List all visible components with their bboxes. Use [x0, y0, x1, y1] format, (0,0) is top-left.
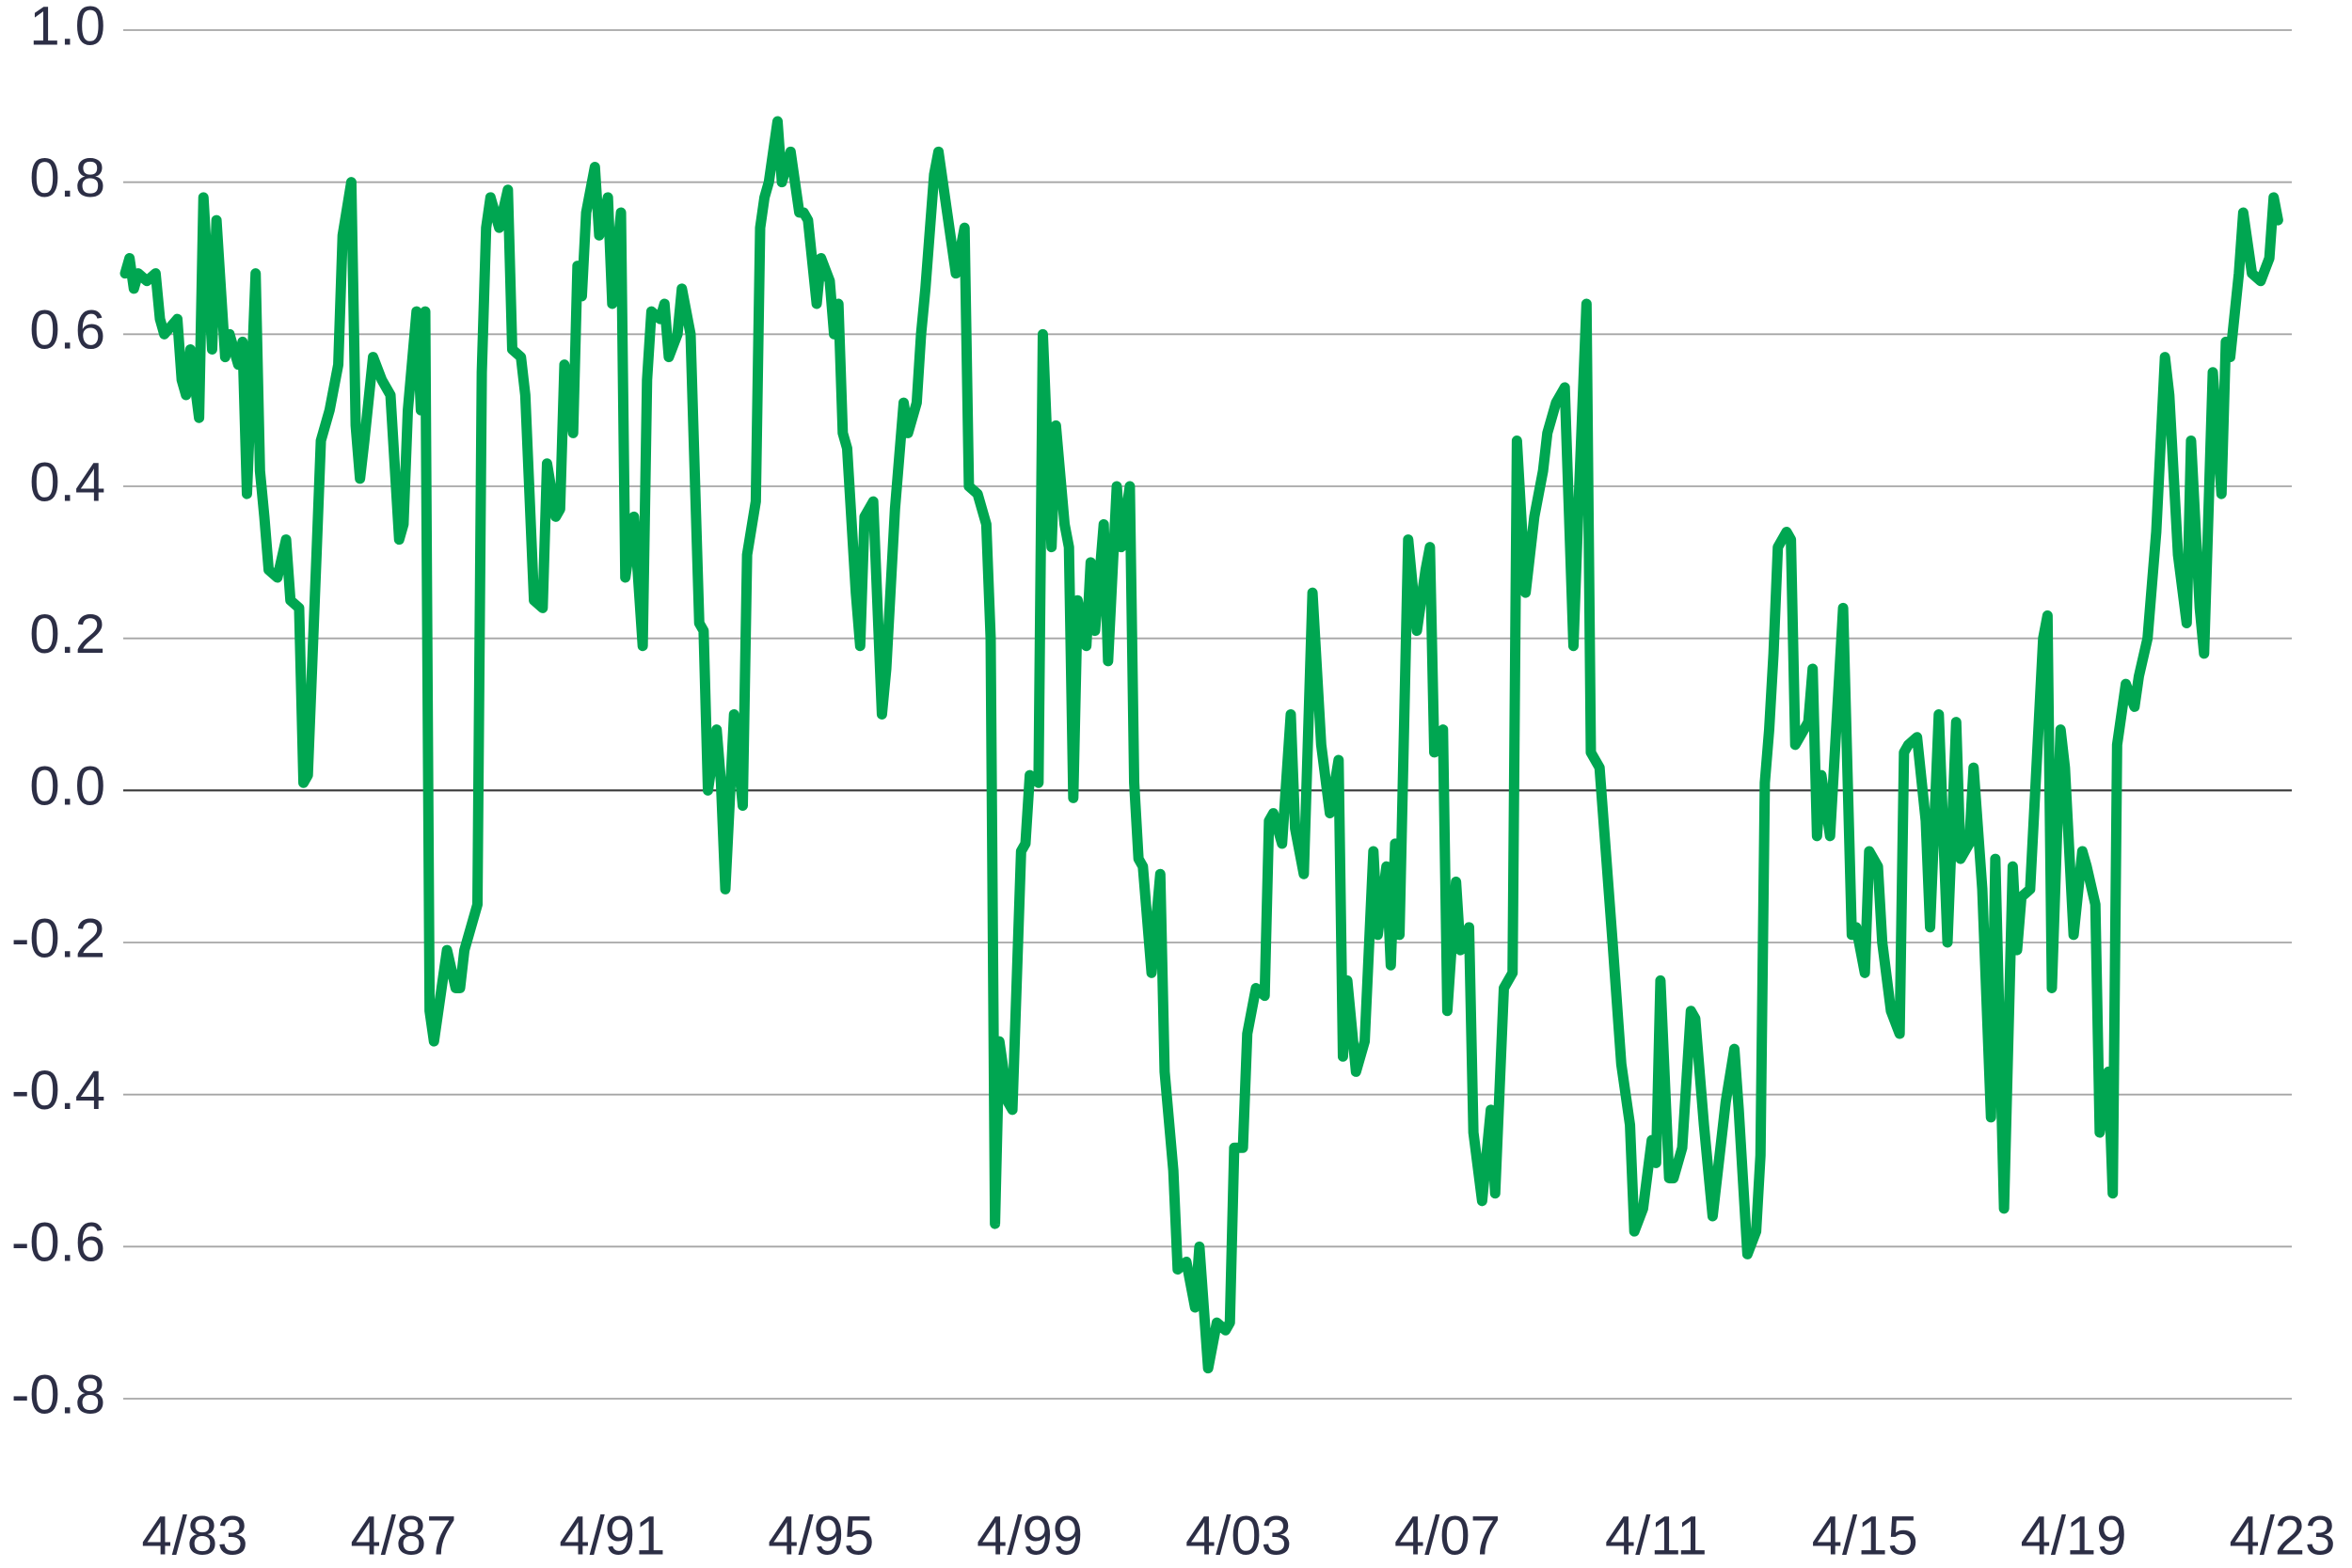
- x-tick-label: 4/15: [1812, 1505, 1918, 1566]
- y-tick-label: -0.2: [11, 908, 105, 969]
- y-tick-label: 0.4: [29, 451, 105, 513]
- plot-area: [119, 116, 2283, 1374]
- y-tick-label: 1.0: [29, 0, 105, 56]
- y-tick-label: 0.2: [29, 604, 105, 665]
- y-tick-label: 0.8: [29, 148, 105, 209]
- y-tick-label: -0.4: [11, 1060, 105, 1121]
- x-tick-label: 4/19: [2021, 1505, 2127, 1566]
- x-tick-label: 4/03: [1185, 1505, 1292, 1566]
- y-tick-label: 0.6: [29, 300, 105, 361]
- x-tick-label: 4/23: [2230, 1505, 2336, 1566]
- grid: [123, 29, 2292, 1400]
- y-tick-label: 0.0: [29, 756, 105, 817]
- x-tick-label: 4/87: [350, 1505, 456, 1566]
- axis-labels: 1.0 0.8 0.6 0.4 0.2 0.0 -0.2 -0.4 -0.6 -0.8 4/83 4/…: [11, 0, 2335, 1566]
- x-tick-label: 4/07: [1394, 1505, 1501, 1566]
- data-line: [119, 116, 2283, 1374]
- x-tick-label: 4/95: [768, 1505, 874, 1566]
- x-tick-label: 4/99: [977, 1505, 1083, 1566]
- x-tick-label: 4/83: [142, 1505, 248, 1566]
- x-tick-label: 4/91: [559, 1505, 665, 1566]
- y-tick-label: -0.8: [11, 1364, 105, 1425]
- x-tick-label: 4/11: [1605, 1505, 1708, 1566]
- y-tick-label: -0.6: [11, 1212, 105, 1274]
